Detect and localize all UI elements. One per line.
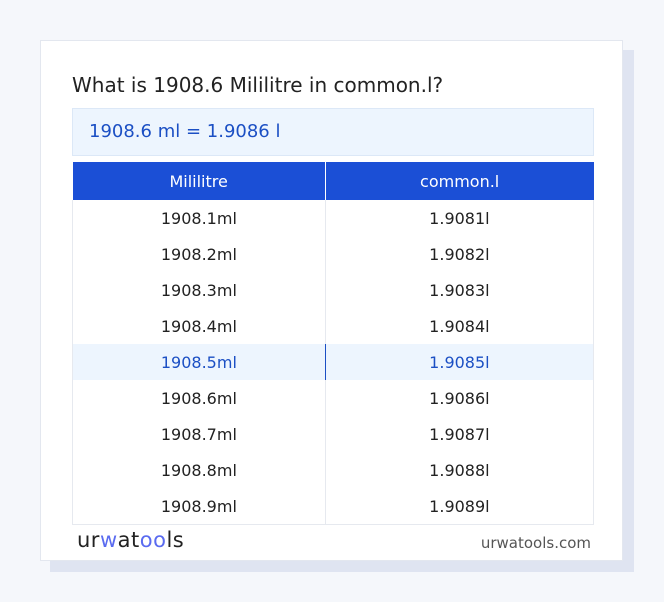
table-cell: 1908.8ml	[72, 452, 326, 488]
site-url: urwatools.com	[480, 534, 591, 552]
table-cell: 1908.4ml	[72, 308, 326, 344]
converter-card: What is 1908.6 Mililitre in common.l? 19…	[40, 40, 623, 561]
table-row: 1908.7ml 1.9087l	[72, 416, 595, 452]
table-cell: 1.9084l	[325, 308, 595, 344]
table-cell: 1.9086l	[325, 380, 595, 416]
table-row: 1908.1ml 1.9081l	[72, 200, 595, 236]
table-cell: 1.9088l	[325, 452, 595, 488]
table-row: 1908.2ml 1.9082l	[72, 236, 595, 272]
table-row: 1908.4ml 1.9084l	[72, 308, 595, 344]
table-cell: 1908.6ml	[72, 380, 326, 416]
table-row: 1908.6ml 1.9086l	[72, 380, 595, 416]
page-title: What is 1908.6 Mililitre in common.l?	[72, 73, 444, 97]
column-header: common.l	[325, 162, 594, 200]
table-cell: 1.9085l	[325, 344, 595, 380]
column-header: Mililitre	[72, 162, 326, 200]
table-cell: 1908.5ml	[72, 344, 326, 380]
urwatools-logo[interactable]: urwatools	[77, 528, 185, 552]
table-cell: 1.9081l	[325, 200, 595, 236]
table-cell: 1.9089l	[325, 488, 595, 525]
table-cell: 1908.9ml	[72, 488, 326, 525]
table-row: 1908.9ml 1.9089l	[72, 488, 595, 525]
table-cell: 1.9083l	[325, 272, 595, 308]
table-cell: 1908.7ml	[72, 416, 326, 452]
table-cell: 1908.3ml	[72, 272, 326, 308]
table-cell: 1.9087l	[325, 416, 595, 452]
conversion-table: Mililitre common.l 1908.1ml 1.9081l 1908.2…	[72, 162, 595, 525]
table-row: 1908.5ml 1.9085l	[72, 344, 595, 380]
table-row: 1908.8ml 1.9088l	[72, 452, 595, 488]
table-cell: 1908.2ml	[72, 236, 326, 272]
table-row: 1908.3ml 1.9083l	[72, 272, 595, 308]
conversion-result: 1908.6 ml = 1.9086 l	[72, 108, 594, 156]
table-cell: 1908.1ml	[72, 200, 326, 236]
table-cell: 1.9082l	[325, 236, 595, 272]
